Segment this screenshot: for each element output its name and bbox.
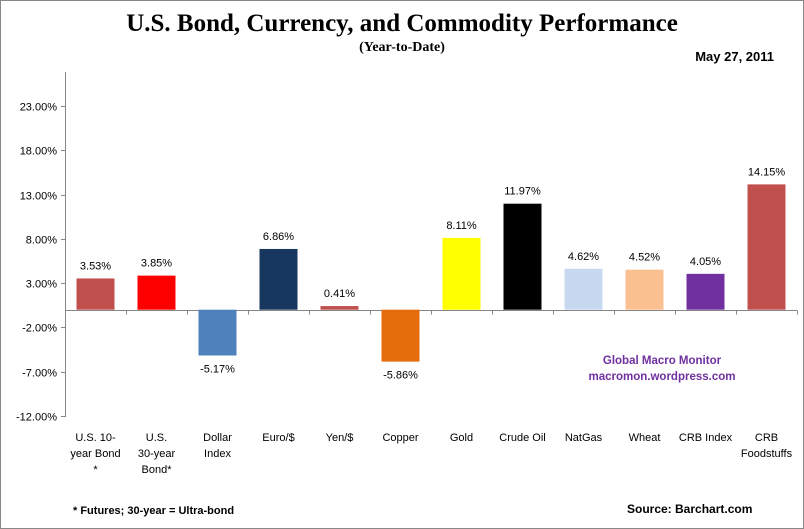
bar bbox=[686, 273, 725, 310]
y-axis: 23.00% 18.00% 13.00% 8.00% 3.00% -2.00% -7.00%… bbox=[16, 72, 66, 424]
bar bbox=[503, 203, 542, 310]
y-tick-label: 18.00% bbox=[20, 146, 58, 158]
data-label: -5.86% bbox=[383, 370, 418, 382]
watermark-title: Global Macro Monitor bbox=[603, 355, 722, 367]
data-label: 11.97% bbox=[504, 186, 541, 198]
bar bbox=[747, 184, 786, 310]
y-tick-label: 13.00% bbox=[20, 191, 58, 203]
chart-subtitle: (Year-to-Date) bbox=[359, 40, 445, 55]
category-label: U.S. bbox=[146, 432, 167, 444]
chart-title: U.S. Bond, Currency, and Commodity Perfo… bbox=[126, 10, 678, 37]
watermark-url: macromon.wordpress.com bbox=[589, 371, 736, 383]
data-label: 4.62% bbox=[568, 251, 599, 263]
bar bbox=[442, 237, 481, 310]
data-labels: 3.53% 3.85% -5.17% 6.86% 0.41% -5.86% 8.11% 11.… bbox=[80, 166, 785, 381]
category-label: Wheat bbox=[629, 432, 661, 444]
category-label: CRB Index bbox=[679, 432, 733, 444]
bar bbox=[381, 309, 420, 362]
data-label: 0.41% bbox=[324, 288, 355, 300]
category-label: Index bbox=[204, 448, 231, 460]
category-label: Foodstuffs bbox=[741, 448, 793, 460]
data-label: 8.11% bbox=[446, 220, 477, 232]
bars bbox=[76, 184, 786, 362]
category-label: Euro/$ bbox=[262, 432, 294, 444]
category-label: * bbox=[93, 464, 98, 476]
footnote: * Futures; 30-year = Ultra-bond bbox=[73, 505, 235, 517]
category-label: NatGas bbox=[565, 432, 603, 444]
chart-date: May 27, 2011 bbox=[695, 49, 774, 64]
data-label: 6.86% bbox=[263, 231, 294, 243]
y-tick-label: -12.00% bbox=[16, 412, 57, 424]
y-tick-label: -2.00% bbox=[22, 323, 57, 335]
data-label: 14.15% bbox=[748, 166, 786, 178]
bar bbox=[76, 278, 115, 310]
category-label: 30-year bbox=[138, 448, 176, 460]
category-label: Dollar bbox=[203, 432, 232, 444]
bar bbox=[564, 268, 603, 310]
category-label: Yen/$ bbox=[326, 432, 354, 444]
bar bbox=[198, 309, 237, 356]
source-credit: Source: Barchart.com bbox=[627, 502, 753, 516]
data-label: 3.85% bbox=[141, 258, 172, 270]
y-tick-label: -7.00% bbox=[22, 368, 57, 380]
data-label: 4.05% bbox=[690, 256, 721, 268]
category-label: Crude Oil bbox=[499, 432, 545, 444]
category-label: year Bond bbox=[70, 448, 120, 460]
bar bbox=[320, 306, 359, 310]
category-labels: U.S. 10- year Bond * U.S. 30-year Bond* Dollar… bbox=[70, 432, 792, 476]
bar bbox=[625, 269, 664, 310]
category-label: Gold bbox=[450, 432, 473, 444]
category-label: Copper bbox=[382, 432, 418, 444]
y-tick-label: 3.00% bbox=[26, 279, 57, 291]
y-tick-label: 8.00% bbox=[26, 235, 57, 247]
data-label: -5.17% bbox=[200, 364, 235, 376]
y-tick-label: 23.00% bbox=[20, 102, 58, 114]
x-axis bbox=[65, 310, 798, 315]
category-label: U.S. 10- bbox=[75, 432, 116, 444]
data-label: 4.52% bbox=[629, 252, 660, 264]
bar bbox=[259, 248, 298, 310]
bar bbox=[137, 275, 176, 310]
data-label: 3.53% bbox=[80, 260, 111, 272]
category-label: CRB bbox=[755, 432, 778, 444]
category-label: Bond* bbox=[142, 464, 173, 476]
